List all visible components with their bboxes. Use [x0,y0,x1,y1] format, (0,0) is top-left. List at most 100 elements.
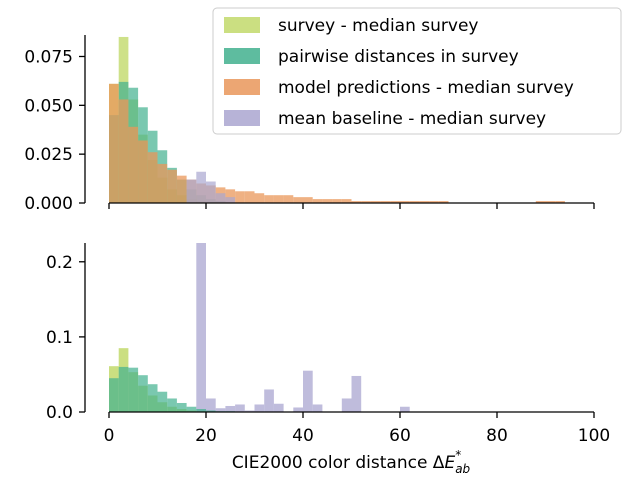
top-bar-model-predictions-median-survey [341,199,352,203]
bottom-x-tick-label: 40 [292,426,314,446]
bottom-bar-mean-baseline-median-survey [206,398,216,412]
legend: survey - median survey pairwise distances… [212,7,622,135]
bottom-y-tick-label: 0.1 [46,328,73,348]
top-bar-model-predictions-median-survey [535,201,546,203]
bottom-bar-pairwise-distances-in-survey [196,409,206,412]
bottom-bar-mean-baseline-median-survey [235,404,245,412]
x-axis-label: CIE2000 color distance ΔE* ab [232,448,471,476]
legend-swatch-survey-median-survey [224,17,260,33]
top-bar-model-predictions-median-survey [303,197,313,203]
bottom-bar-mean-baseline-median-survey [293,407,303,412]
bottom-bar-pairwise-distances-in-survey [128,367,139,412]
top-bar-model-predictions-median-survey [293,197,303,203]
bottom-bar-pairwise-distances-in-survey [138,375,148,412]
bottom-bar-pairwise-distances-in-survey [118,366,129,412]
top-bar-model-predictions-median-survey [225,189,236,203]
x-axis-label-text: CIE2000 color distance Δ [232,453,445,473]
bottom-y-ticks: 0.0 0.1 0.2 [46,253,85,423]
top-y-ticks: 0.000 0.025 0.050 0.075 [24,47,85,214]
bottom-x-ticks: 0 20 40 60 80 100 [104,412,610,446]
top-bar-model-predictions-median-survey [332,199,342,203]
top-bar-model-predictions-median-survey [555,201,565,203]
top-bar-model-predictions-median-survey [283,195,294,203]
top-bar-model-predictions-median-survey [128,126,139,203]
top-bar-mean-baseline-median-survey [215,193,226,203]
bottom-bar-mean-baseline-median-survey [225,405,236,412]
bottom-bar-pairwise-distances-in-survey [147,384,158,412]
top-bar-model-predictions-median-survey [244,191,255,203]
bottom-bar-mean-baseline-median-survey [244,410,255,412]
top-y-tick-label: 0.050 [24,96,73,116]
top-bar-model-predictions-median-survey [429,201,439,203]
top-bar-model-predictions-median-survey [176,175,187,203]
x-axis-label-subscript: ab [455,462,470,476]
legend-label-pairwise-distances-in-survey: pairwise distances in survey [278,47,519,67]
legend-swatch-pairwise-distances-in-survey [224,48,260,64]
bottom-y-tick-label: 0.0 [46,403,73,423]
top-bar-model-predictions-median-survey [264,195,274,203]
bottom-x-tick-label: 60 [389,426,411,446]
top-bar-model-predictions-median-survey [138,140,148,203]
bottom-bar-pairwise-distances-in-survey [206,410,216,412]
legend-frame [212,7,622,135]
top-y-tick-label: 0.075 [24,47,73,67]
top-bar-model-predictions-median-survey [273,195,284,203]
top-bar-model-predictions-median-survey [545,201,556,203]
bottom-x-tick-label: 20 [195,426,217,446]
bottom-bar-mean-baseline-median-survey [351,375,362,412]
bottom-bar-mean-baseline-median-survey [312,404,323,412]
top-bar-model-predictions-median-survey [254,193,265,203]
bottom-bars [109,243,410,412]
bottom-bar-pairwise-distances-in-survey [167,398,177,412]
x-axis-label-superscript: * [455,448,461,462]
bottom-bar-mean-baseline-median-survey [254,404,265,412]
bottom-bar-mean-baseline-median-survey [215,408,226,412]
bottom-x-tick-label: 80 [486,426,508,446]
top-panel: 0.000 0.025 0.050 0.075 [24,35,595,214]
top-bar-model-predictions-median-survey [400,201,410,203]
top-bar-mean-baseline-median-survey [196,171,206,203]
top-bar-model-predictions-median-survey [351,201,362,203]
bottom-panel: 0.0 0.1 0.2 0 20 40 60 80 100 CIE2000 color dis… [46,243,610,476]
bottom-bar-mean-baseline-median-survey [341,398,352,412]
bottom-bar-mean-baseline-median-survey [303,370,313,412]
top-bar-model-predictions-median-survey [167,169,177,203]
legend-label-model-predictions-median-survey: model predictions - median survey [278,78,574,98]
top-bar-mean-baseline-median-survey [206,181,216,203]
bottom-y-tick-label: 0.2 [46,253,73,273]
top-bar-model-predictions-median-survey [312,199,323,203]
top-bar-model-predictions-median-survey [409,201,420,203]
top-bar-mean-baseline-median-survey [225,197,236,203]
top-bar-model-predictions-median-survey [361,201,371,203]
top-x-ticks [108,203,595,209]
bottom-bar-mean-baseline-median-survey [264,389,274,412]
top-bar-model-predictions-median-survey [438,201,449,203]
bottom-bar-pairwise-distances-in-survey [186,406,197,412]
bottom-bar-mean-baseline-median-survey [273,403,284,412]
top-bar-model-predictions-median-survey [235,191,245,203]
top-bar-model-predictions-median-survey [147,152,158,203]
x-axis-label-symbol: E [444,453,455,473]
top-bar-mean-baseline-median-survey [186,179,197,203]
top-bar-model-predictions-median-survey [390,201,400,203]
bottom-bar-pairwise-distances-in-survey [109,378,119,412]
bottom-bar-mean-baseline-median-survey [196,243,206,412]
legend-label-survey-median-survey: survey - median survey [278,16,478,36]
top-bar-model-predictions-median-survey [380,201,391,203]
top-bar-model-predictions-median-survey [118,99,129,203]
top-bar-model-predictions-median-survey [370,201,381,203]
legend-label-mean-baseline-median-survey: mean baseline - median survey [278,109,546,129]
top-y-tick-label: 0.000 [24,194,73,214]
bottom-bar-mean-baseline-median-survey [400,406,410,412]
legend-swatch-model-predictions-median-survey [224,79,260,95]
top-bar-model-predictions-median-survey [157,163,168,203]
bottom-x-tick-label: 0 [104,426,115,446]
bottom-bar-pairwise-distances-in-survey [176,402,187,412]
top-y-tick-label: 0.025 [24,145,73,165]
bottom-bar-pairwise-distances-in-survey [157,391,168,412]
bottom-x-tick-label: 100 [578,426,610,446]
top-bar-model-predictions-median-survey [322,199,333,203]
top-bar-model-predictions-median-survey [419,201,430,203]
top-bar-model-predictions-median-survey [109,83,119,203]
